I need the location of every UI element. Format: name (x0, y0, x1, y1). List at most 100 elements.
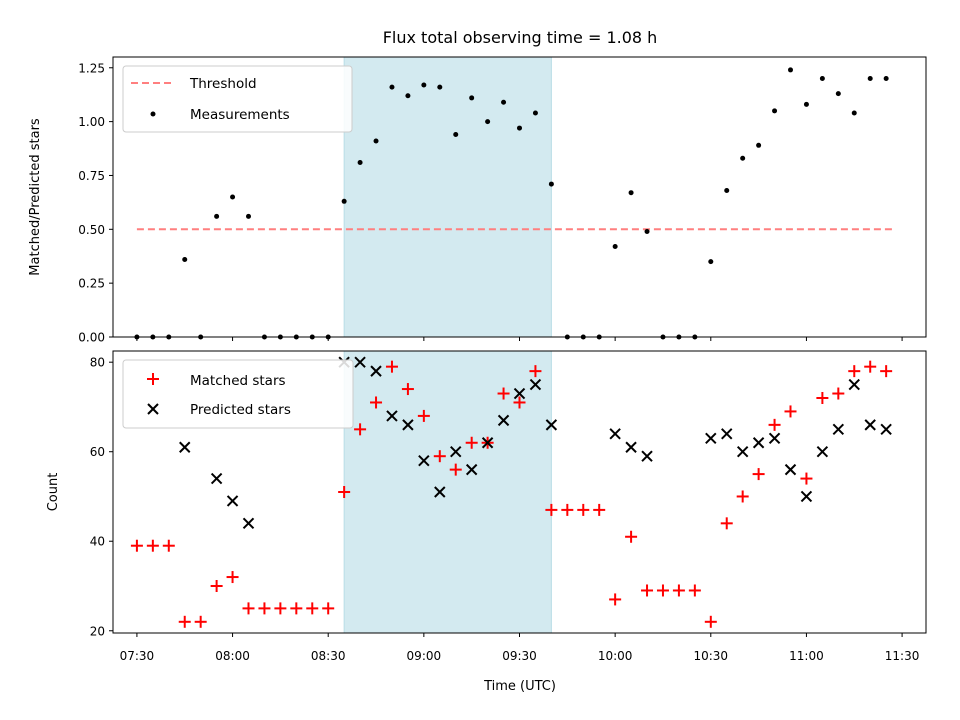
matched-star-point (577, 503, 590, 516)
bottom-panel: 20 40 60 80 07:30 08:00 08:30 09:00 09:30 10:00 1… (46, 350, 927, 694)
predicted-star-point (609, 428, 621, 440)
bottom-y-tick-label: 40 (90, 535, 105, 549)
matched-star-point (146, 539, 159, 552)
matched-star-point (704, 615, 717, 628)
matched-star-point (816, 392, 829, 404)
predicted-star-point (179, 441, 191, 453)
predicted-star-point (370, 365, 382, 377)
x-tick-label: 09:00 (407, 649, 442, 663)
measurement-point (883, 76, 889, 82)
matched-star-point (306, 602, 319, 615)
matched-star-point (290, 602, 303, 615)
measurement-point (819, 76, 825, 82)
predicted-star-point (625, 441, 637, 453)
matched-star-point (609, 593, 622, 606)
predicted-star-point (386, 410, 398, 422)
measurement-point (772, 108, 778, 114)
predicted-star-point (752, 437, 765, 449)
matched-star-point (784, 405, 797, 418)
measurement-point (644, 228, 650, 234)
bottom-legend: Matched stars Predicted stars (122, 359, 354, 429)
top-y-axis-label: Matched/Predicted stars (28, 118, 43, 276)
predicted-star-point (641, 450, 653, 462)
measurement-point (437, 84, 443, 90)
legend-threshold-label: Threshold (189, 76, 257, 92)
measurement-point (453, 132, 459, 138)
predicted-star-point (242, 517, 255, 530)
matched-star-point (880, 365, 893, 378)
measurement-point (214, 213, 220, 219)
measurement-point (851, 110, 857, 116)
legend-predicted-swatch (147, 403, 159, 415)
measurement-point (182, 256, 188, 262)
predicted-star-point (864, 419, 876, 431)
predicted-star-point (529, 378, 542, 391)
matched-star-point (178, 615, 191, 628)
legend-matched-label: Matched stars (190, 373, 286, 389)
predicted-star-point (721, 428, 733, 440)
matched-star-point (162, 539, 175, 552)
matched-star-point (274, 602, 287, 615)
x-tick-label: 09:30 (502, 649, 537, 663)
predicted-star-point (210, 472, 223, 485)
measurement-point (246, 213, 251, 219)
legend-measurements-label: Measurements (190, 107, 290, 123)
matched-star-point (322, 602, 335, 615)
matched-star-point (832, 387, 845, 400)
measurement-point (421, 82, 427, 88)
predicted-star-point (816, 446, 829, 458)
predicted-star-point (880, 423, 892, 436)
measurement-point (389, 84, 395, 90)
legend-measurements-swatch (150, 111, 156, 117)
measurement-point (803, 101, 809, 107)
top-legend: Threshold Measurements (122, 65, 353, 133)
measurement-point (724, 188, 730, 194)
measurement-point (708, 259, 714, 265)
matched-star-point (800, 472, 813, 485)
bottom-y-tick-label: 20 (90, 624, 105, 638)
measurement-point (740, 155, 746, 161)
matched-star-point (338, 486, 351, 498)
matched-star-point (130, 539, 143, 552)
x-tick-label: 11:30 (885, 649, 920, 663)
measurement-point (548, 181, 554, 187)
predicted-star-point (513, 387, 526, 400)
matched-star-point (736, 490, 749, 503)
top-y-tick-label: 1.00 (78, 115, 105, 129)
measurement-point (501, 99, 507, 105)
measurement-point (373, 138, 379, 144)
measurement-point (532, 110, 538, 116)
matched-star-point (513, 396, 526, 409)
matched-star-point (258, 602, 271, 615)
top-plot-frame (112, 56, 927, 338)
measurement-point (835, 91, 841, 97)
matched-star-point (864, 360, 877, 373)
predicted-star-point (450, 446, 462, 458)
matched-star-point (210, 580, 223, 592)
matched-star-point (226, 571, 239, 584)
top-y-tick-label: 0.50 (78, 223, 105, 237)
measurement-point (628, 190, 634, 196)
matched-star-point (768, 418, 781, 431)
matched-star-point (561, 503, 574, 516)
top-y-tick-label: 0.00 (78, 331, 105, 345)
measurement-point (612, 244, 618, 250)
matched-star-point (449, 463, 462, 476)
predicted-star-point (545, 419, 558, 431)
matched-star-point (417, 409, 430, 422)
matched-star-point (641, 584, 654, 597)
top-y-tick-label: 0.75 (78, 169, 105, 183)
matched-star-point (465, 436, 478, 449)
predicted-star-point (481, 437, 494, 449)
x-tick-label: 08:30 (311, 649, 346, 663)
measurement-point (469, 95, 475, 101)
matched-star-point (688, 584, 701, 597)
chart-title: Flux total observing time = 1.08 h (383, 28, 658, 47)
matched-star-point (385, 360, 398, 373)
predicted-star-point (736, 446, 749, 458)
bottom-y-tick-label: 80 (90, 356, 105, 370)
matched-star-point (625, 530, 638, 543)
predicted-star-point (784, 463, 797, 476)
matched-star-point (242, 602, 255, 615)
